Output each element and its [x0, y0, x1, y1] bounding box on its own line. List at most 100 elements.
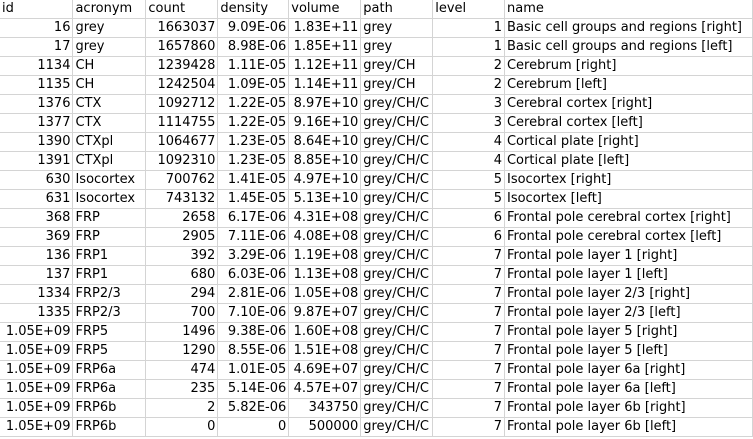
cell-path[interactable]: grey/CH/C: [360, 303, 434, 323]
cell-name[interactable]: Cortical plate [right]: [504, 132, 753, 152]
cell-path[interactable]: grey/CH/C: [360, 227, 434, 247]
cell-name[interactable]: Cerebrum [left]: [504, 75, 753, 95]
cell-density[interactable]: 5.14E-06: [217, 379, 290, 399]
cell-volume[interactable]: 1.12E+11: [288, 56, 362, 76]
cell-name[interactable]: Frontal pole cerebral cortex [right]: [504, 208, 753, 228]
cell-path[interactable]: grey: [360, 37, 434, 57]
cell-acronym[interactable]: FRP5: [72, 322, 147, 342]
header-cell-level[interactable]: level: [432, 0, 505, 19]
cell-acronym[interactable]: CTXpl: [72, 151, 147, 171]
cell-density[interactable]: 1.22E-05: [217, 113, 290, 133]
cell-acronym[interactable]: Isocortex: [72, 189, 147, 209]
cell-volume[interactable]: 1.60E+08: [288, 322, 362, 342]
cell-acronym[interactable]: CH: [72, 75, 147, 95]
cell-level[interactable]: 7: [432, 379, 505, 399]
cell-count[interactable]: 474: [145, 360, 219, 380]
cell-density[interactable]: 0: [217, 417, 290, 437]
cell-count[interactable]: 392: [145, 246, 219, 266]
cell-density[interactable]: 1.09E-05: [217, 75, 290, 95]
cell-id[interactable]: 631: [0, 189, 74, 209]
cell-density[interactable]: 9.09E-06: [217, 18, 290, 38]
cell-count[interactable]: 2: [145, 398, 219, 418]
cell-volume[interactable]: 5.13E+10: [288, 189, 362, 209]
cell-path[interactable]: grey/CH: [360, 56, 434, 76]
cell-volume[interactable]: 1.85E+11: [288, 37, 362, 57]
cell-name[interactable]: Basic cell groups and regions [left]: [504, 37, 753, 57]
cell-density[interactable]: 8.98E-06: [217, 37, 290, 57]
cell-name[interactable]: Cerebral cortex [right]: [504, 94, 753, 114]
cell-name[interactable]: Isocortex [left]: [504, 189, 753, 209]
cell-id[interactable]: 1335: [0, 303, 74, 323]
header-cell-path[interactable]: path: [360, 0, 434, 19]
cell-level[interactable]: 6: [432, 227, 505, 247]
cell-count[interactable]: 1239428: [145, 56, 219, 76]
cell-acronym[interactable]: CTX: [72, 113, 147, 133]
cell-path[interactable]: grey/CH/C: [360, 398, 434, 418]
cell-level[interactable]: 3: [432, 113, 505, 133]
cell-path[interactable]: grey/CH/C: [360, 284, 434, 304]
cell-acronym[interactable]: FRP: [72, 208, 147, 228]
cell-acronym[interactable]: FRP: [72, 227, 147, 247]
cell-acronym[interactable]: FRP6a: [72, 379, 147, 399]
cell-id[interactable]: 1.05E+09: [0, 360, 74, 380]
cell-name[interactable]: Frontal pole layer 1 [right]: [504, 246, 753, 266]
header-cell-volume[interactable]: volume: [288, 0, 362, 19]
cell-count[interactable]: 1657860: [145, 37, 219, 57]
cell-count[interactable]: 1092310: [145, 151, 219, 171]
cell-volume[interactable]: 9.87E+07: [288, 303, 362, 323]
cell-id[interactable]: 368: [0, 208, 74, 228]
cell-volume[interactable]: 343750: [288, 398, 362, 418]
cell-level[interactable]: 2: [432, 75, 505, 95]
header-cell-id[interactable]: id: [0, 0, 74, 19]
cell-count[interactable]: 700: [145, 303, 219, 323]
cell-acronym[interactable]: FRP6b: [72, 417, 147, 437]
cell-acronym[interactable]: CH: [72, 56, 147, 76]
cell-id[interactable]: 1.05E+09: [0, 417, 74, 437]
cell-level[interactable]: 1: [432, 18, 505, 38]
cell-name[interactable]: Basic cell groups and regions [right]: [504, 18, 753, 38]
cell-level[interactable]: 5: [432, 170, 505, 190]
cell-name[interactable]: Cerebral cortex [left]: [504, 113, 753, 133]
cell-acronym[interactable]: FRP1: [72, 265, 147, 285]
cell-volume[interactable]: 4.69E+07: [288, 360, 362, 380]
cell-name[interactable]: Frontal pole layer 6b [right]: [504, 398, 753, 418]
cell-volume[interactable]: 1.83E+11: [288, 18, 362, 38]
cell-volume[interactable]: 4.97E+10: [288, 170, 362, 190]
cell-id[interactable]: 16: [0, 18, 74, 38]
cell-volume[interactable]: 500000: [288, 417, 362, 437]
cell-level[interactable]: 4: [432, 132, 505, 152]
cell-density[interactable]: 2.81E-06: [217, 284, 290, 304]
cell-volume[interactable]: 1.05E+08: [288, 284, 362, 304]
cell-density[interactable]: 1.23E-05: [217, 151, 290, 171]
cell-id[interactable]: 1.05E+09: [0, 379, 74, 399]
header-cell-name[interactable]: name: [504, 0, 753, 19]
cell-path[interactable]: grey/CH/C: [360, 265, 434, 285]
header-cell-count[interactable]: count: [145, 0, 219, 19]
cell-density[interactable]: 8.55E-06: [217, 341, 290, 361]
cell-level[interactable]: 7: [432, 360, 505, 380]
cell-acronym[interactable]: FRP5: [72, 341, 147, 361]
cell-level[interactable]: 7: [432, 303, 505, 323]
cell-id[interactable]: 1377: [0, 113, 74, 133]
cell-name[interactable]: Frontal pole layer 5 [right]: [504, 322, 753, 342]
cell-acronym[interactable]: FRP6b: [72, 398, 147, 418]
cell-level[interactable]: 7: [432, 341, 505, 361]
cell-name[interactable]: Isocortex [right]: [504, 170, 753, 190]
cell-name[interactable]: Frontal pole layer 6a [left]: [504, 379, 753, 399]
cell-level[interactable]: 1: [432, 37, 505, 57]
cell-acronym[interactable]: FRP2/3: [72, 303, 147, 323]
cell-path[interactable]: grey/CH/C: [360, 246, 434, 266]
cell-path[interactable]: grey/CH/C: [360, 417, 434, 437]
cell-acronym[interactable]: grey: [72, 37, 147, 57]
cell-count[interactable]: 1496: [145, 322, 219, 342]
cell-density[interactable]: 1.01E-05: [217, 360, 290, 380]
cell-acronym[interactable]: FRP1: [72, 246, 147, 266]
cell-acronym[interactable]: Isocortex: [72, 170, 147, 190]
cell-density[interactable]: 9.38E-06: [217, 322, 290, 342]
cell-level[interactable]: 7: [432, 284, 505, 304]
cell-path[interactable]: grey/CH/C: [360, 170, 434, 190]
cell-density[interactable]: 7.11E-06: [217, 227, 290, 247]
cell-name[interactable]: Cortical plate [left]: [504, 151, 753, 171]
cell-density[interactable]: 7.10E-06: [217, 303, 290, 323]
cell-acronym[interactable]: FRP6a: [72, 360, 147, 380]
